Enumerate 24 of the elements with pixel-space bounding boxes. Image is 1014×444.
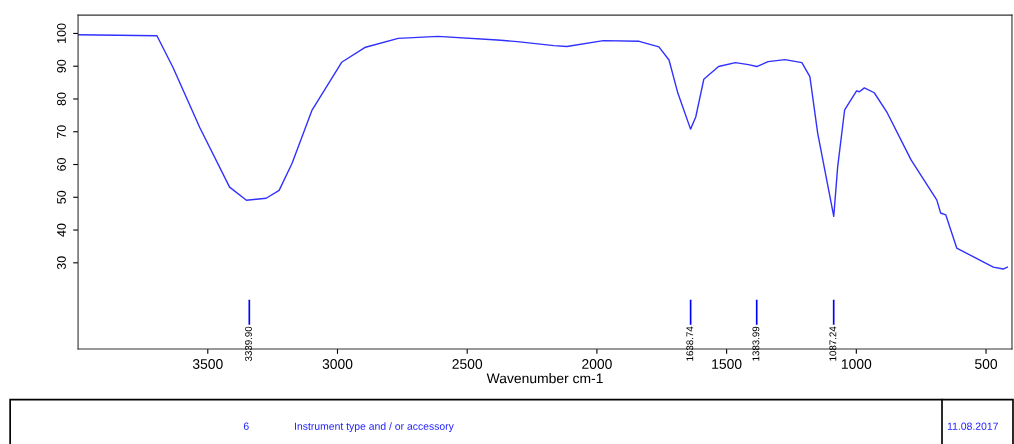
y-tick-label: 80 [57, 92, 66, 106]
x-axis-title: Wavenumber cm-1 [486, 373, 603, 384]
line-series [78, 34, 1008, 270]
x-tick-label: 2500 [452, 359, 483, 369]
y-tick-label: 40 [57, 223, 66, 237]
y-tick-label: 30 [57, 256, 66, 270]
x-tick-label: 1500 [712, 359, 742, 369]
ref-line-label: 1383.99 [752, 326, 760, 361]
text: Instrument type and / or accessory [295, 422, 454, 432]
ref-line-label: 1638.74 [686, 326, 694, 361]
y-tick-label: 70 [57, 125, 66, 139]
y-tick-label: 50 [57, 190, 66, 204]
x-tick-label: 500 [975, 359, 998, 369]
x-tick-label: 2000 [582, 359, 612, 369]
ref-line-label: 1087.24 [829, 326, 837, 361]
y-tick-label: 90 [57, 59, 66, 73]
x-tick-label: 1000 [841, 359, 872, 369]
y-tick-label: 60 [57, 158, 66, 171]
text: 6 [243, 422, 249, 430]
ref-line-label: 3339.90 [245, 326, 252, 362]
y-tick-label: 100 [57, 23, 66, 43]
x-tick-label: 3500 [192, 359, 223, 369]
text: 11.08.2017 [947, 422, 998, 430]
x-tick-label: 3000 [322, 359, 353, 369]
